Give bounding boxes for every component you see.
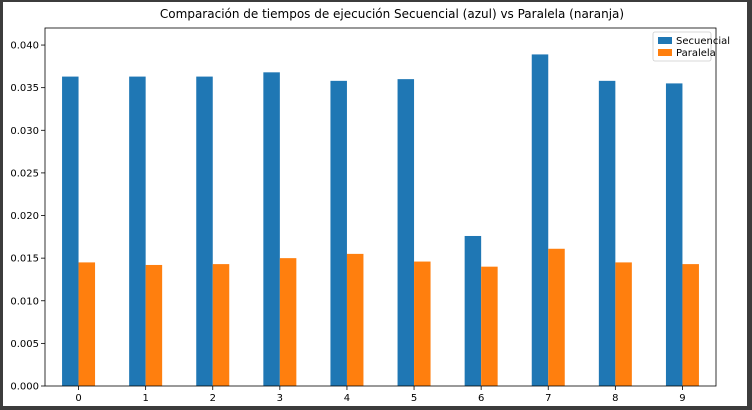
y-tick-label: 0.035 [10,83,39,94]
bar-paralela-9 [682,264,699,386]
bar-secuencial-7 [531,54,549,387]
bar-secuencial-3 [263,72,280,387]
bar-secuencial-9 [665,83,683,387]
bar-paralela-7 [548,248,565,386]
x-tick-label: 1 [142,393,148,404]
x-tick-label: 5 [411,393,417,404]
y-tick-label: 0.015 [10,254,39,265]
bar-secuencial-5 [397,79,415,387]
legend-swatch-secuencial [658,37,672,44]
bar-secuencial-6 [464,235,482,386]
bar-paralela-1 [145,264,163,386]
y-tick-label: 0.030 [10,126,39,137]
bar-secuencial-8 [598,80,616,386]
y-tick-label: 0.020 [10,211,39,222]
y-tick-label: 0.000 [10,382,39,393]
x-axis: 0 1 2 3 4 5 6 7 8 9 [75,386,686,404]
x-tick-label: 0 [75,393,81,404]
y-tick-label: 0.025 [10,168,39,179]
x-tick-label: 6 [478,393,484,404]
y-tick-label: 0.040 [10,41,39,52]
bar-paralela-8 [615,262,632,386]
bar-paralela-5 [414,261,431,386]
bar-paralela-3 [279,258,297,386]
bar-secuencial-1 [129,76,146,386]
x-tick-label: 3 [277,393,283,404]
bars-group [62,54,699,387]
legend-label-secuencial: Secuencial [676,36,730,47]
figure-frame: Comparación de tiempos de ejecución Secu… [3,2,747,406]
x-tick-label: 9 [679,393,685,404]
bar-secuencial-2 [196,76,213,386]
legend-swatch-paralela [658,49,672,56]
y-axis: 0.000 0.005 0.010 0.015 0.020 0.025 0.030 0.035… [10,41,45,393]
x-tick-label: 2 [210,393,216,404]
bar-paralela-4 [346,253,364,386]
bar-secuencial-0 [62,76,79,386]
chart-title: Comparación de tiempos de ejecución Secu… [160,7,624,21]
x-tick-label: 4 [344,393,350,404]
bar-paralela-0 [78,262,96,386]
x-tick-label: 8 [612,393,618,404]
x-tick-label: 7 [545,393,551,404]
legend: Secuencial Paralela [652,31,730,62]
bar-paralela-2 [212,264,230,386]
plot-area-frame [44,27,717,387]
y-tick-label: 0.005 [10,339,39,350]
legend-label-paralela: Paralela [676,48,716,59]
y-tick-label: 0.010 [10,296,39,307]
bar-secuencial-4 [330,80,347,386]
bar-chart: Comparación de tiempos de ejecución Secu… [10,7,730,404]
bar-paralela-6 [481,266,498,386]
